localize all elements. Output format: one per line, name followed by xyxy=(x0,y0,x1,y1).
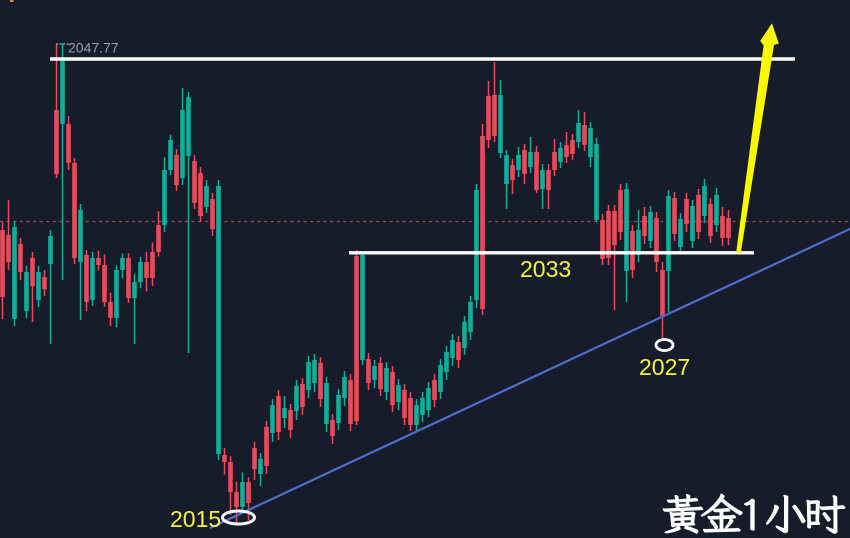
svg-text:2027: 2027 xyxy=(639,354,690,380)
svg-text:2033: 2033 xyxy=(520,256,571,282)
svg-text:2015: 2015 xyxy=(170,506,221,532)
svg-text:2047.77: 2047.77 xyxy=(68,40,119,56)
